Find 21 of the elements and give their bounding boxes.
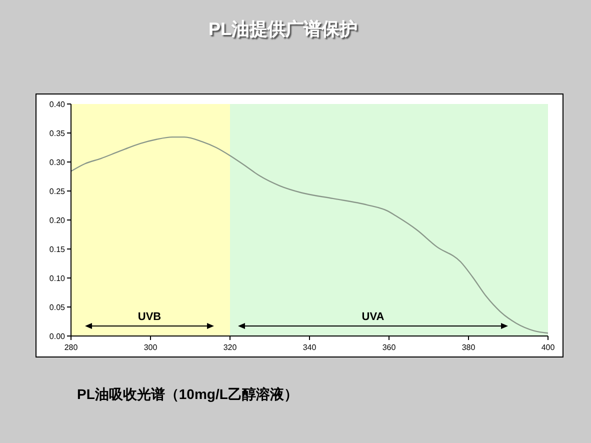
line-series bbox=[70, 136, 549, 334]
chart-title: PL油提供广谱保护 bbox=[208, 19, 358, 39]
y-tick-label: 0.35 bbox=[49, 128, 66, 138]
x-tick-label: 340 bbox=[302, 343, 317, 352]
y-tick-label: 0.40 bbox=[49, 100, 66, 109]
y-tick-label: 0.10 bbox=[49, 274, 66, 283]
y-tick-label: 0.00 bbox=[49, 332, 66, 341]
x-tick-label: 400 bbox=[541, 343, 556, 352]
band-label: UVB bbox=[138, 311, 162, 323]
y-tick-label: 0.25 bbox=[49, 186, 66, 196]
x-tick-label: 300 bbox=[144, 343, 158, 352]
y-tick-label: 0.15 bbox=[49, 244, 66, 254]
y-tick-label: 0.05 bbox=[49, 302, 66, 312]
y-tick-label: 0.20 bbox=[49, 216, 66, 225]
text: PL油吸收光谱（10mg/L乙醇溶液） bbox=[77, 386, 298, 402]
x-tick-label: 380 bbox=[462, 343, 476, 352]
y-tick-label: 0.30 bbox=[49, 158, 66, 167]
band-label: UVA bbox=[362, 311, 384, 323]
x-tick-label: 360 bbox=[382, 343, 396, 352]
x-tick-label: 280 bbox=[64, 343, 78, 352]
x-tick-label: 320 bbox=[223, 343, 238, 352]
